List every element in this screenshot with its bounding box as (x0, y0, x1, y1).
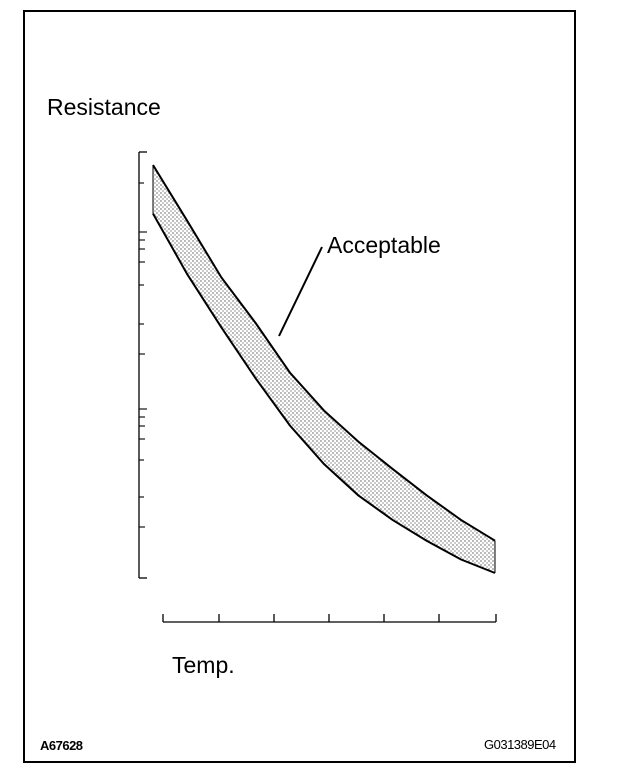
marks (152, 164, 496, 574)
figure-code-right: G031389E04 (484, 737, 556, 752)
lower-limit-curve (152, 213, 496, 574)
annotation-leader-line (278, 246, 323, 337)
figure-frame (23, 10, 576, 763)
axes (138, 151, 497, 623)
figure-code-left: A67628 (40, 738, 83, 753)
acceptable-band (153, 165, 495, 573)
annotation-acceptable: Acceptable (327, 232, 441, 258)
y-axis-label: Resistance (47, 94, 161, 120)
upper-limit-curve (152, 164, 496, 542)
x-axis-label: Temp. (172, 652, 235, 678)
